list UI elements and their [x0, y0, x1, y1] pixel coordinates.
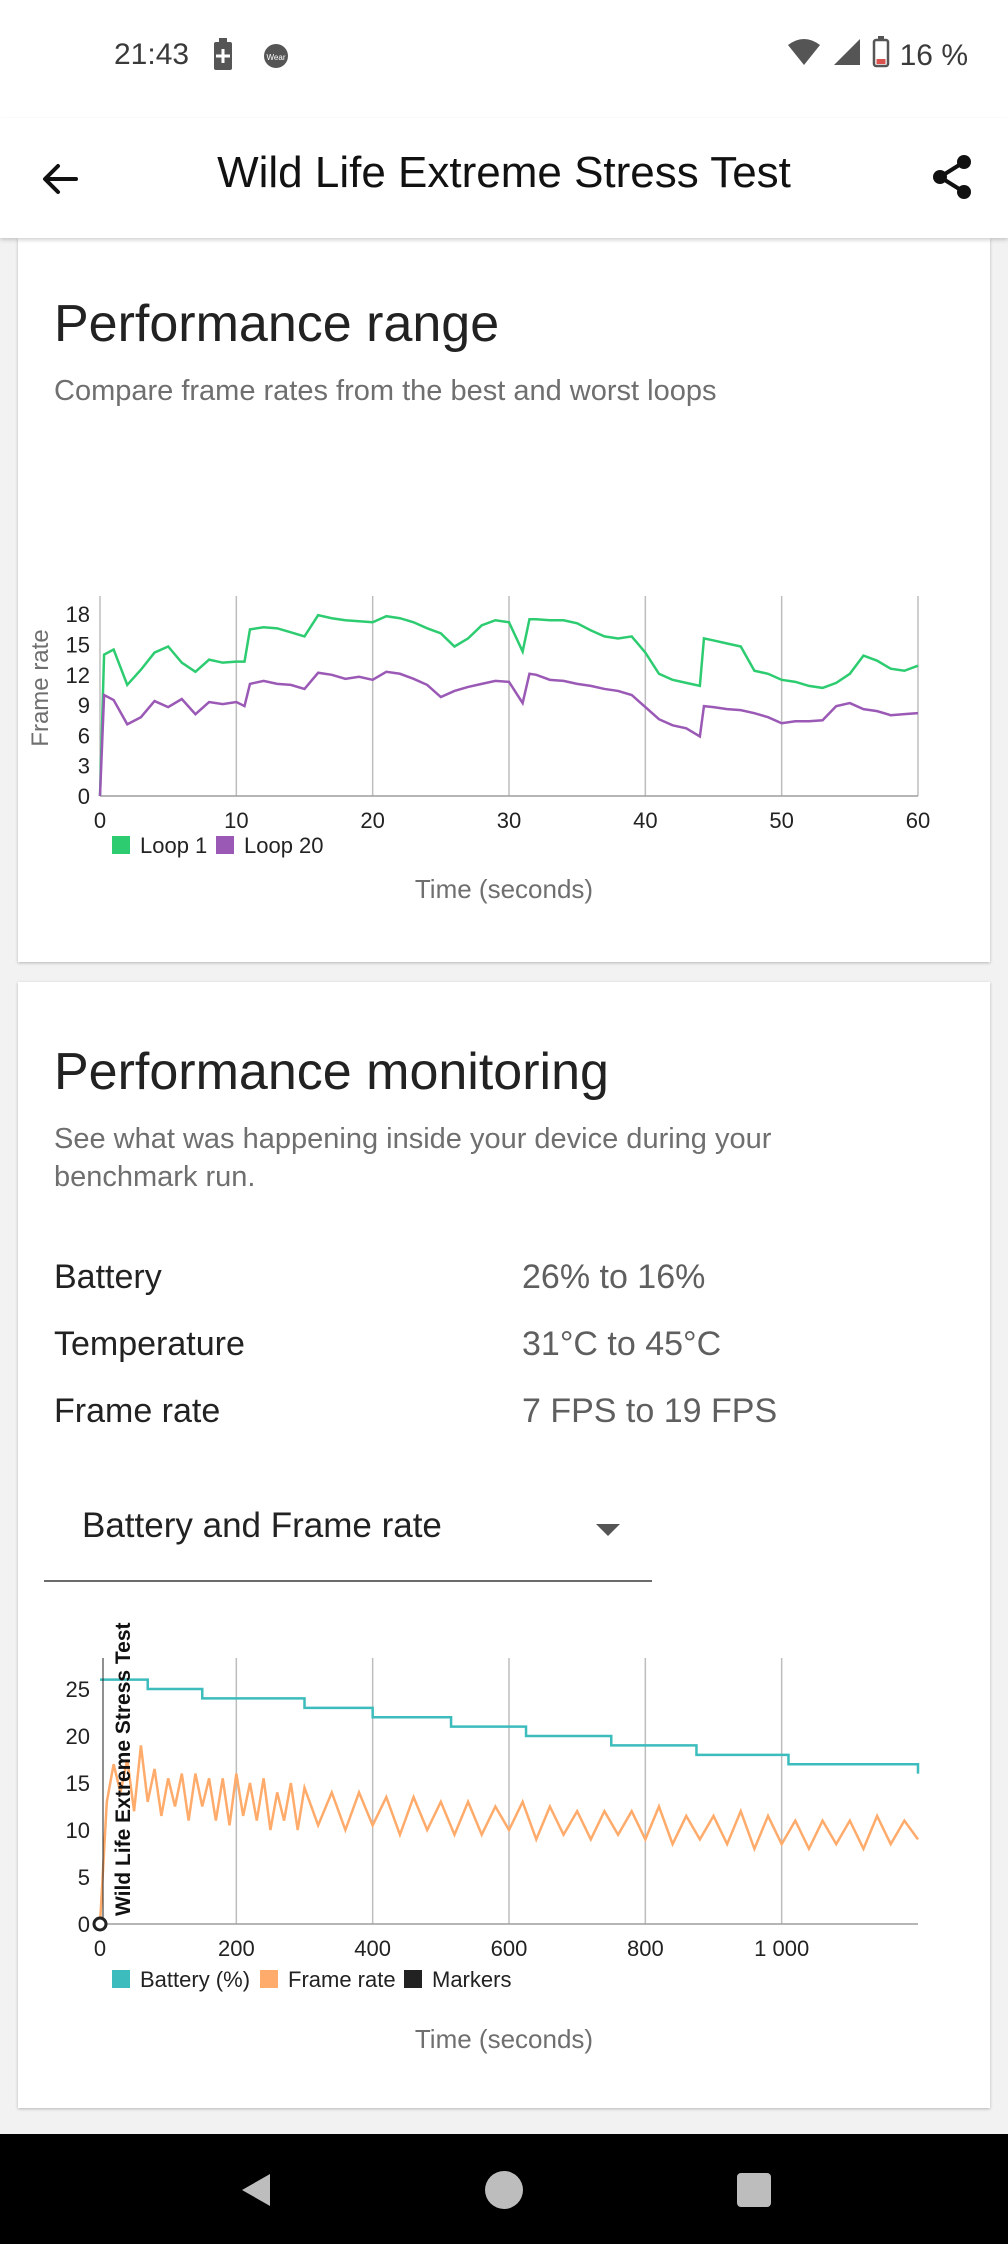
nav-back-button[interactable] [236, 2170, 276, 2215]
status-time: 21:43 [114, 38, 190, 71]
battery-percent: 16 % [899, 39, 968, 72]
battery-saver-icon [212, 38, 234, 77]
performance-range-chart: Frame rate Time (seconds) 0 10 20 30 40 50 60 0… [27, 596, 930, 904]
chart2-legend-swatch [112, 1970, 130, 1988]
chart1-y-tick-label: 12 [66, 663, 90, 688]
battery-icon [872, 36, 890, 76]
chart1-x-tick-label: 30 [497, 808, 521, 833]
stat-label: Battery [54, 1258, 162, 1296]
chart1-series-line [98, 613, 919, 797]
chart1-x-tick-label: 20 [360, 808, 384, 833]
app-bar: Wild Life Extreme Stress Test [0, 118, 1008, 238]
chart2-marker-point [92, 1916, 108, 1932]
chart2-x-tick-label: 200 [218, 1936, 255, 1961]
chart2-battery-line [100, 1678, 920, 1774]
chart1-legend-label: Loop 1 [140, 833, 207, 858]
stat-value: 31°C to 45°C [522, 1325, 722, 1363]
chart1-x-tick-label: 60 [906, 808, 930, 833]
chart2-legend-label: Frame rate [288, 1967, 396, 1992]
chart1-x-tick-label: 10 [224, 808, 248, 833]
chart1-y-tick-label: 9 [78, 693, 90, 718]
chart2-legend-swatch [260, 1970, 278, 1988]
chart2-x-tick-label: 1 000 [754, 1936, 809, 1961]
share-icon [933, 155, 971, 199]
chart2-legend-label: Battery (%) [140, 1967, 250, 1992]
performance-monitoring-title: Performance monitoring [54, 1043, 609, 1101]
stat-value: 26% to 16% [522, 1258, 706, 1296]
chart2-y-tick-label: 25 [66, 1677, 90, 1702]
chart2-xlabel: Time (seconds) [415, 2024, 593, 2054]
chart2-x-tick-label: 600 [491, 1936, 528, 1961]
chart2-y-tick-label: 20 [66, 1724, 90, 1749]
share-button[interactable] [928, 152, 978, 202]
chart2-x-tick-label: 800 [627, 1936, 664, 1961]
chart1-xlabel: Time (seconds) [415, 874, 593, 904]
chart1-x-tick-label: 0 [94, 808, 106, 833]
chart1-series-line [98, 670, 919, 797]
svg-text:Wear: Wear [267, 53, 286, 62]
nav-home-button[interactable] [484, 2170, 524, 2215]
chart1-y-tick-label: 6 [78, 723, 90, 748]
chart1-y-tick-label: 18 [66, 602, 90, 627]
triangle-back-icon [242, 2174, 270, 2206]
chart1-x-tick-label: 50 [769, 808, 793, 833]
performance-range-title: Performance range [54, 295, 500, 353]
chart2-marker-label: Wild Life Extreme Stress Test [112, 1622, 135, 1916]
chart2-y-tick-label: 10 [66, 1818, 90, 1843]
nav-recents-button[interactable] [734, 2170, 774, 2215]
signal-icon [832, 37, 862, 75]
status-bar: 21:43 Wear 16 % [0, 0, 1008, 118]
performance-monitoring-chart: Time (seconds) 0 200 400 600 800 1 000 0 5 10 15 2… [66, 1622, 920, 2054]
chart2-legend-label: Markers [432, 1967, 511, 1992]
stat-label: Temperature [54, 1325, 245, 1363]
chart1-y-tick-label: 0 [78, 784, 90, 809]
stat-row-temperature: Temperature 31°C to 45°C [54, 1325, 954, 1375]
chart1-y-tick-label: 15 [66, 632, 90, 657]
performance-range-subtitle: Compare frame rates from the best and wo… [54, 375, 717, 407]
chart1-legend-label: Loop 20 [244, 833, 324, 858]
chevron-down-icon [596, 1524, 620, 1536]
chart2-y-tick-label: 15 [66, 1771, 90, 1796]
chart1-legend-swatch [112, 836, 130, 854]
performance-range-card: Performance range Compare frame rates fr… [18, 238, 990, 962]
navigation-bar [0, 2134, 1008, 2244]
chart-type-dropdown[interactable]: Battery and Frame rate [44, 1490, 652, 1582]
stat-value: 7 FPS to 19 FPS [522, 1392, 778, 1430]
chart1-x-tick-label: 40 [633, 808, 657, 833]
chart1-y-tick-label: 3 [78, 754, 90, 779]
stat-row-frame-rate: Frame rate 7 FPS to 19 FPS [54, 1392, 954, 1442]
chart2-legend-swatch [404, 1970, 422, 1988]
performance-monitoring-card: Performance monitoring See what was happ… [18, 982, 990, 2108]
chart2-x-tick-label: 0 [94, 1936, 106, 1961]
square-recents-icon [737, 2173, 771, 2207]
chart2-frame-rate-line [98, 1745, 920, 1925]
stat-label: Frame rate [54, 1392, 221, 1430]
status-right: 16 % [786, 36, 968, 76]
chart1-ylabel: Frame rate [27, 629, 54, 746]
wifi-icon [786, 37, 822, 75]
stat-row-battery: Battery 26% to 16% [54, 1258, 954, 1308]
dropdown-selected-value: Battery and Frame rate [82, 1506, 442, 1545]
arrow-left-icon [43, 164, 78, 194]
chart2-y-tick-label: 0 [78, 1912, 90, 1937]
performance-monitoring-subtitle: See what was happening inside your devic… [54, 1123, 772, 1193]
circle-home-icon [485, 2171, 523, 2209]
back-button[interactable] [36, 154, 86, 204]
page-title: Wild Life Extreme Stress Test [217, 148, 791, 197]
chart2-y-tick-label: 5 [78, 1865, 90, 1890]
wear-os-icon: Wear [262, 42, 290, 75]
chart1-legend-swatch [216, 836, 234, 854]
chart2-x-tick-label: 400 [354, 1936, 391, 1961]
